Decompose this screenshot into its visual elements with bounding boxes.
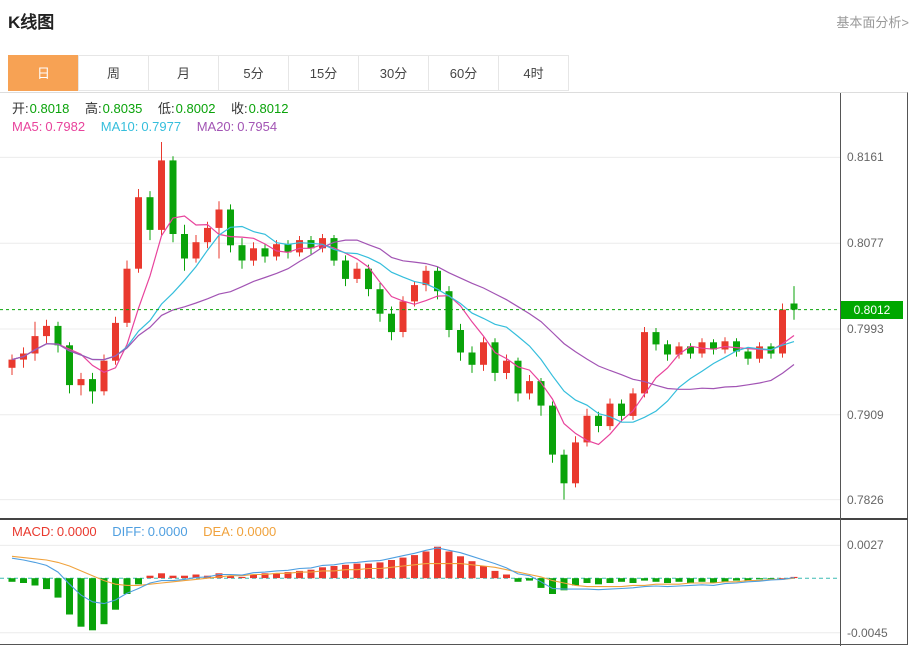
ma20-item: MA20: 0.7954 xyxy=(197,119,277,134)
ma5-value: 0.7982 xyxy=(45,119,86,134)
diff-value: 0.0000 xyxy=(147,524,188,539)
price-axis-label: 0.7826 xyxy=(847,492,884,507)
tab-15min[interactable]: 15分 xyxy=(288,55,359,91)
candlestick-chart[interactable] xyxy=(0,93,840,518)
ohlc-high: 高:0.8035 xyxy=(85,101,142,116)
macd-axis-label: 0.0027 xyxy=(847,538,884,553)
low-value: 0.8002 xyxy=(175,101,216,116)
price-axis: 0.8161 0.8077 0.7993 0.7909 0.7826 xyxy=(840,93,908,646)
ma20-label: MA20: xyxy=(196,119,235,134)
dea-item: DEA: 0.0000 xyxy=(203,524,276,539)
tab-60min[interactable]: 60分 xyxy=(428,55,499,91)
ma20-value: 0.7954 xyxy=(237,119,278,134)
ma10-item: MA10: 0.7977 xyxy=(101,119,181,134)
tab-day[interactable]: 日 xyxy=(8,55,79,91)
low-label: 低: xyxy=(158,101,175,116)
plot-right-border xyxy=(840,93,841,646)
diff-item: DIFF: 0.0000 xyxy=(112,524,187,539)
high-value: 0.8035 xyxy=(102,101,143,116)
tab-month[interactable]: 月 xyxy=(148,55,219,91)
ohlc-open: 开:0.8018 xyxy=(12,101,69,116)
price-axis-label: 0.7909 xyxy=(847,407,884,422)
macd-legend: MACD: 0.0000 DIFF: 0.0000 DEA: 0.0000 xyxy=(12,524,288,539)
open-value: 0.8018 xyxy=(29,101,70,116)
high-label: 高: xyxy=(85,101,102,116)
ma5-label: MA5: xyxy=(12,119,43,134)
close-value: 0.8012 xyxy=(248,101,289,116)
ma10-value: 0.7977 xyxy=(141,119,182,134)
ma-legend: MA5: 0.7982 MA10: 0.7977 MA20: 0.7954 xyxy=(12,119,289,134)
macd-item: MACD: 0.0000 xyxy=(12,524,97,539)
dea-label: DEA: xyxy=(203,524,234,539)
ma10-label: MA10: xyxy=(100,119,139,134)
page-header: K线图 基本面分析> xyxy=(0,0,915,46)
fundamental-analysis-link[interactable]: 基本面分析> xyxy=(836,15,909,30)
panel-separator xyxy=(0,518,908,520)
macd-label: MACD: xyxy=(12,524,54,539)
close-label: 收: xyxy=(231,101,248,116)
price-axis-label: 0.8161 xyxy=(847,150,884,165)
page-title: K线图 xyxy=(8,13,55,32)
dea-value: 0.0000 xyxy=(236,524,277,539)
tab-5min[interactable]: 5分 xyxy=(218,55,289,91)
current-price-badge: 0.8012 xyxy=(841,300,903,319)
tab-4hour[interactable]: 4时 xyxy=(498,55,569,91)
price-axis-label: 0.7993 xyxy=(847,321,884,336)
tab-week[interactable]: 周 xyxy=(78,55,149,91)
ohlc-legend: 开:0.8018 高:0.8035 低:0.8002 收:0.8012 xyxy=(12,98,300,117)
chart-area: 开:0.8018 高:0.8035 低:0.8002 收:0.8012 MA5:… xyxy=(0,92,908,646)
macd-value: 0.0000 xyxy=(56,524,97,539)
ohlc-close: 收:0.8012 xyxy=(231,101,288,116)
ma5-item: MA5: 0.7982 xyxy=(12,119,85,134)
macd-axis: 0.0027 -0.0045 xyxy=(840,93,908,646)
price-axis-label: 0.8077 xyxy=(847,236,884,251)
period-tabs: 日 周 月 5分 15分 30分 60分 4时 xyxy=(8,55,569,91)
macd-axis-label: -0.0045 xyxy=(847,625,888,640)
diff-label: DIFF: xyxy=(112,524,145,539)
ohlc-low: 低:0.8002 xyxy=(158,101,215,116)
open-label: 开: xyxy=(12,101,29,116)
tab-30min[interactable]: 30分 xyxy=(358,55,429,91)
macd-chart[interactable] xyxy=(0,520,840,646)
